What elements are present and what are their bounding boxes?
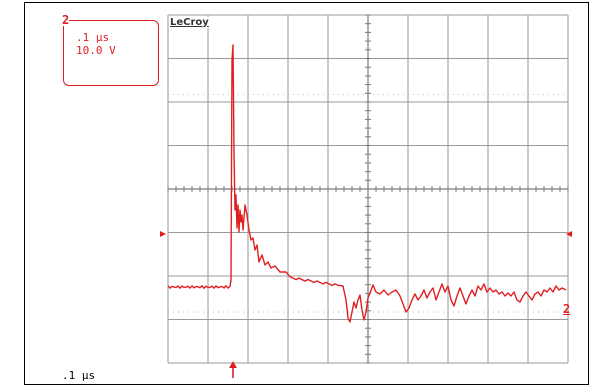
oscilloscope-frame [24,2,589,385]
graticule-dotted-lines [168,94,568,313]
graticule-center-ticks [167,14,569,364]
waveform-trace [167,44,567,323]
channel-marker-label: 2 [563,302,571,316]
triangle-left-icon [566,231,572,237]
channel-info-box [63,20,159,86]
arrow-up-icon [229,361,237,378]
timebase-label: .1 µs [62,369,96,382]
brand-label: LeCroy [169,17,210,28]
channel-number: 2 [62,13,70,27]
volts-per-division: 10.0 V [76,44,116,57]
triangle-right-icon [160,231,166,237]
time-per-division: .1 µs [76,31,110,44]
